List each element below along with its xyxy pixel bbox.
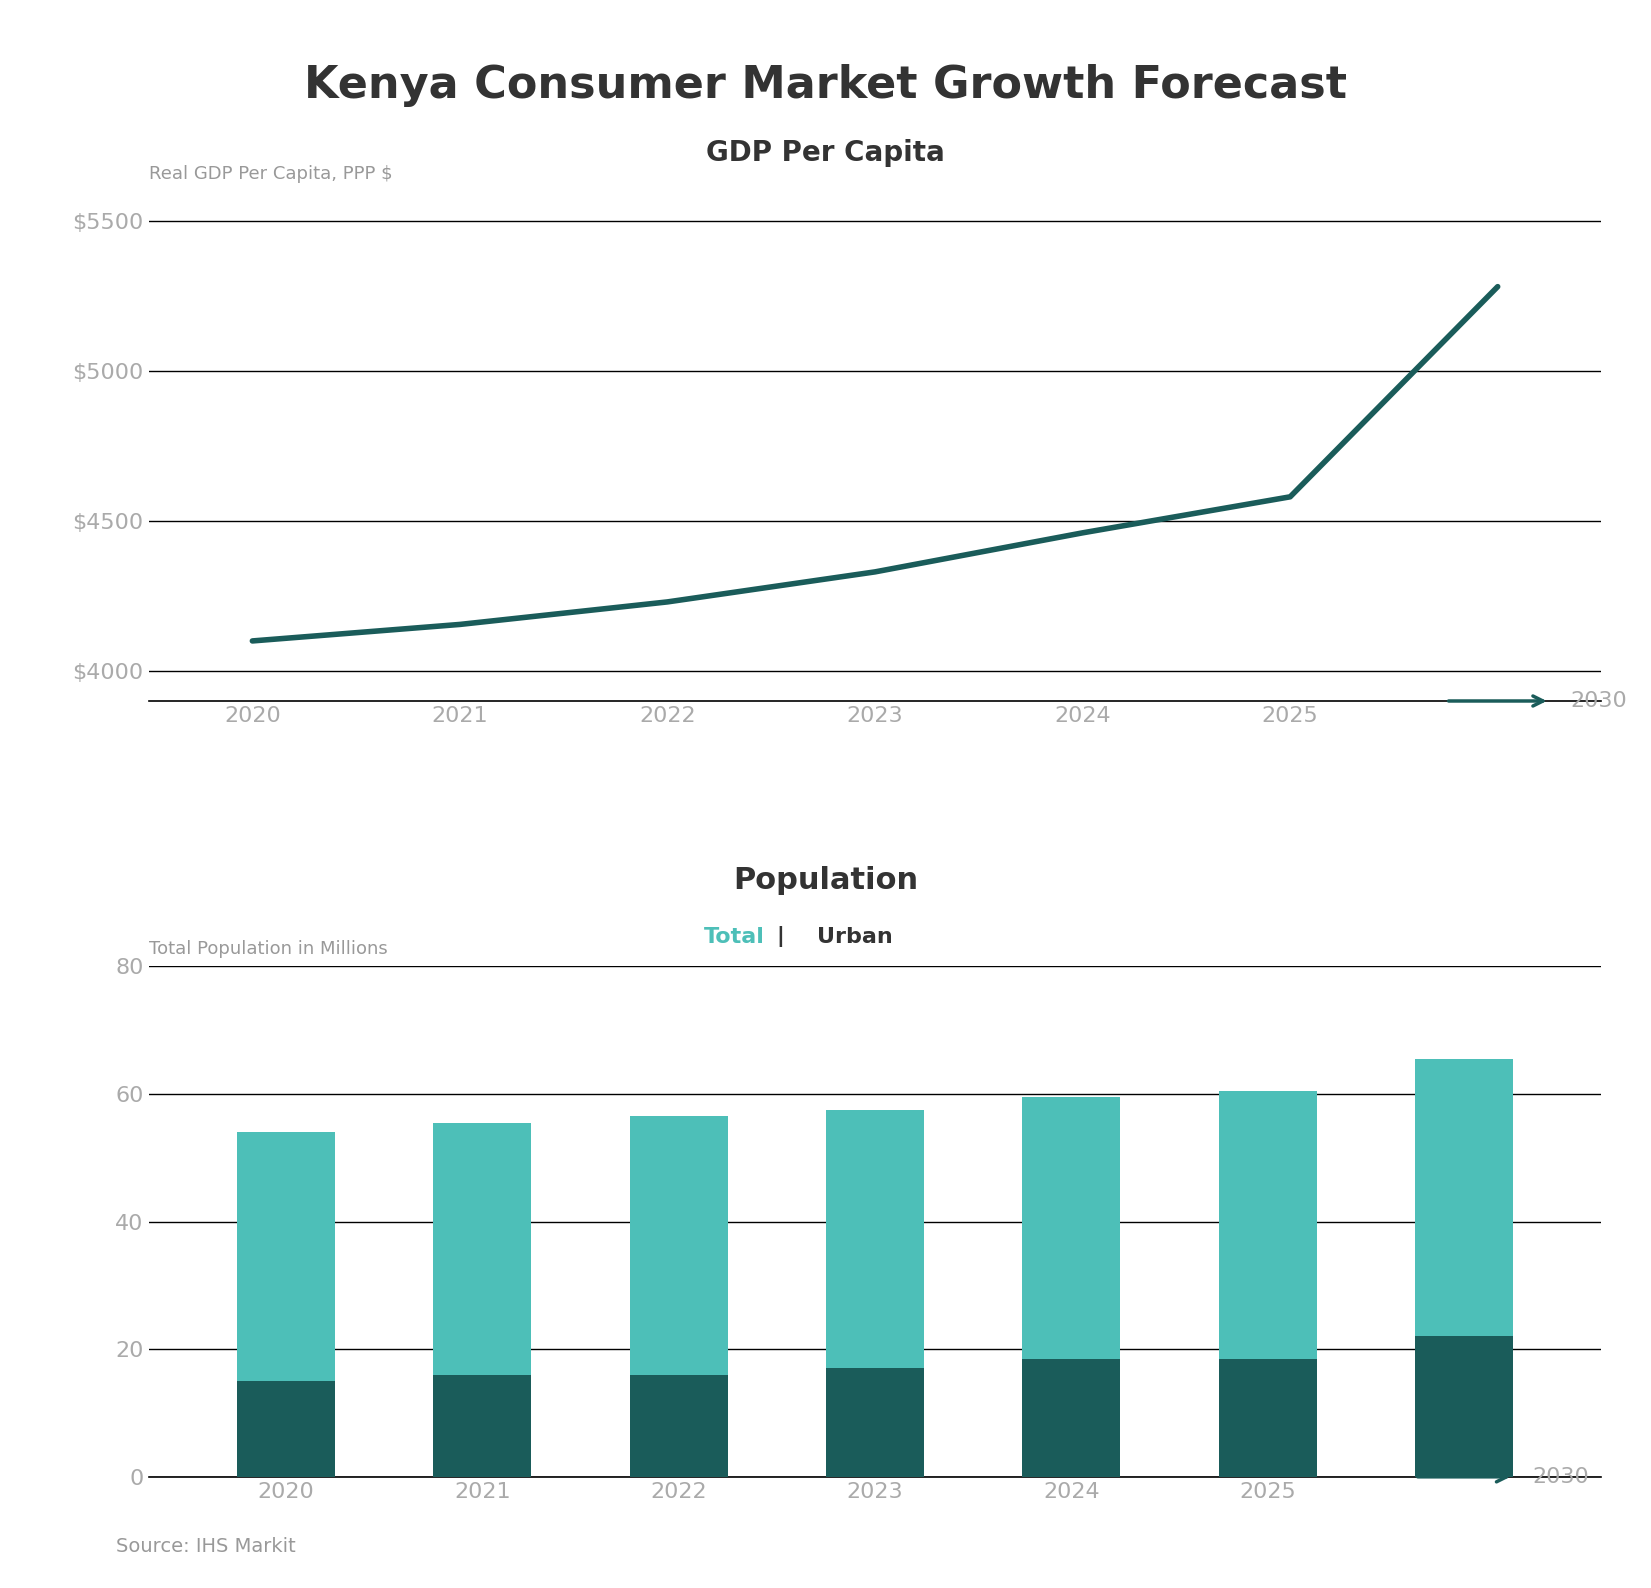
Bar — [1022, 1097, 1121, 1477]
Bar — [1022, 1359, 1121, 1477]
Bar — [1218, 1359, 1317, 1477]
Bar — [629, 1375, 728, 1477]
Text: 2030: 2030 — [1532, 1467, 1590, 1486]
Text: GDP Per Capita: GDP Per Capita — [707, 138, 944, 167]
Bar — [629, 1116, 728, 1477]
Bar — [433, 1123, 532, 1477]
Text: Population: Population — [733, 865, 918, 896]
Bar — [238, 1132, 335, 1477]
Text: Urban: Urban — [817, 927, 893, 948]
Text: Total: Total — [703, 927, 764, 948]
Bar — [238, 1382, 335, 1477]
Bar — [826, 1110, 925, 1477]
Text: Source: IHS Markit: Source: IHS Markit — [116, 1537, 296, 1556]
Text: Total Population in Millions: Total Population in Millions — [149, 940, 388, 959]
Text: |: | — [769, 926, 792, 948]
Bar — [1218, 1091, 1317, 1477]
Text: Real GDP Per Capita, PPP $: Real GDP Per Capita, PPP $ — [149, 165, 393, 183]
Text: Kenya Consumer Market Growth Forecast: Kenya Consumer Market Growth Forecast — [304, 64, 1347, 106]
Bar — [1415, 1337, 1512, 1477]
Bar — [826, 1369, 925, 1477]
Text: 2030: 2030 — [1570, 691, 1628, 711]
Bar — [433, 1375, 532, 1477]
Bar — [1415, 1059, 1512, 1477]
